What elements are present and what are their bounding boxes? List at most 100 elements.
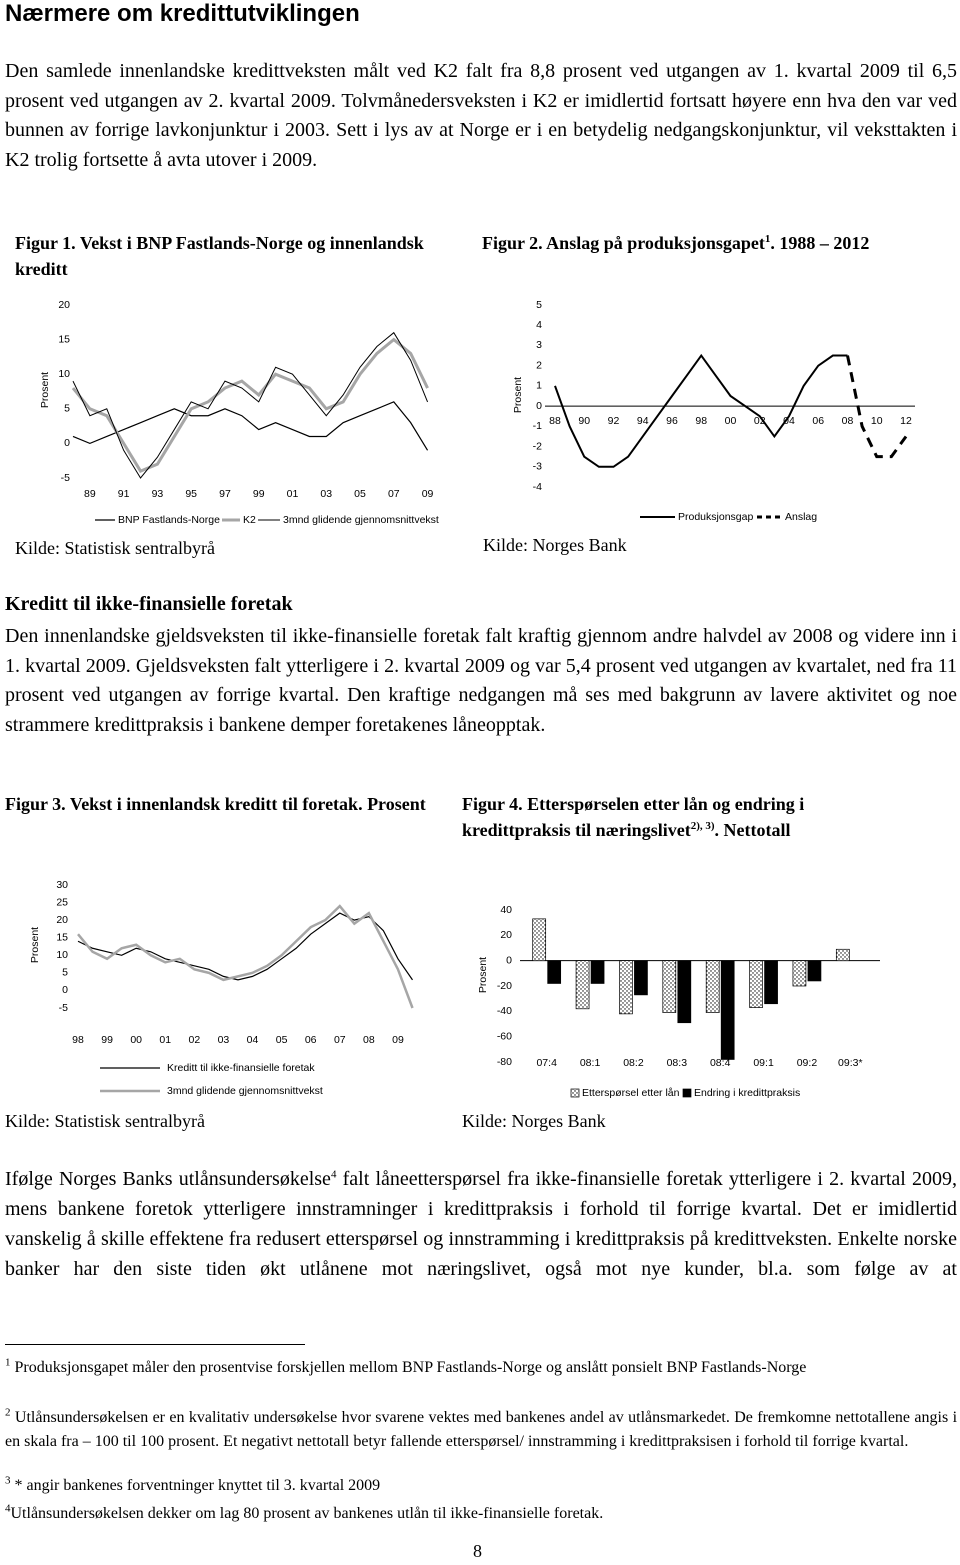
caption-text: Figur 2. Anslag på produksjonsgapet: [482, 233, 765, 253]
figure-caption: Figur 3. Vekst i innenlandsk kreditt til…: [5, 794, 426, 814]
figure-caption: Figur 2. Anslag på produksjonsgapet1. 19…: [482, 230, 932, 256]
x-tick-label: 08:1: [580, 1057, 601, 1069]
series-line: [71, 337, 429, 473]
footnote-mark: 1: [5, 1356, 11, 1369]
series-line: [846, 355, 908, 459]
figure-source: Kilde: Statistisk sentralbyrå: [15, 538, 215, 558]
bar: [792, 960, 807, 987]
x-tick-label: 98: [695, 415, 707, 427]
x-tick-label: 10: [871, 415, 883, 427]
series-line: [77, 904, 414, 1009]
y-axis-label: Prosent: [512, 377, 524, 413]
x-tick-label: 03: [218, 1034, 230, 1046]
x-tick-label: 92: [608, 415, 620, 427]
legend-label: 3mnd glidende gjennomsnittvekst: [167, 1085, 323, 1097]
y-axis-label: Prosent: [29, 927, 41, 963]
x-tick-label: 95: [185, 488, 197, 500]
y-tick-label: 5: [536, 299, 542, 311]
x-tick-label: 05: [276, 1034, 288, 1046]
figure-caption: Figur 4. Etterspørselen etter lån og end…: [462, 791, 902, 843]
y-tick-label: 2: [536, 359, 542, 371]
intro-paragraph: Den samlede innenlandske kredittveksten …: [5, 60, 957, 171]
figure-source: Kilde: Norges Bank: [462, 1111, 606, 1131]
x-tick-label: 93: [152, 488, 164, 500]
x-tick-label: 09:1: [753, 1057, 774, 1069]
x-tick-label: 02: [189, 1034, 201, 1046]
series-line: [554, 353, 848, 468]
y-tick-label: -2: [533, 440, 542, 452]
x-tick-label: 07:4: [536, 1057, 557, 1069]
legend-label: Kreditt til ikke-finansielle foretak: [167, 1062, 315, 1074]
x-tick-label: 06: [305, 1034, 317, 1046]
footnote-text: Utlånsundersøkelsen er en kvalitativ und…: [5, 1409, 958, 1450]
y-tick-label: -80: [497, 1056, 512, 1068]
y-axis-label: Prosent: [477, 957, 489, 993]
footnote-rule: [5, 1344, 305, 1345]
y-tick-label: 3: [536, 339, 542, 351]
y-tick-label: -5: [61, 472, 70, 484]
legend-swatch: [570, 1088, 580, 1098]
y-tick-label: 0: [64, 437, 70, 449]
y-tick-label: 15: [58, 333, 70, 345]
series-line: [72, 401, 429, 451]
x-tick-label: 08: [363, 1034, 375, 1046]
y-tick-label: 40: [500, 904, 512, 916]
footnote: 2 Utlånsundersøkelsen er en kvalitativ u…: [5, 1406, 957, 1454]
x-tick-label: 04: [247, 1034, 259, 1046]
x-tick-label: 09:3*: [838, 1057, 863, 1069]
y-tick-label: 5: [64, 403, 70, 415]
x-tick-label: 98: [72, 1034, 84, 1046]
figure-source: Kilde: Norges Bank: [483, 535, 627, 555]
x-tick-label: 99: [101, 1034, 113, 1046]
bar: [547, 960, 562, 984]
footnote-text: Utlånsundersøkelsen dekker om lag 80 pro…: [10, 1505, 604, 1522]
x-tick-label: 12: [900, 415, 912, 427]
y-tick-label: -5: [59, 1002, 68, 1014]
legend-label: Produksjonsgap: [678, 511, 753, 523]
x-tick-label: 96: [666, 415, 678, 427]
y-tick-label: 30: [56, 879, 68, 891]
bar: [807, 960, 822, 982]
x-tick-label: 05: [354, 488, 366, 500]
page-number: 8: [473, 1541, 482, 1561]
legend-label: 3mnd glidende gjennomsnittvekst: [283, 514, 439, 526]
x-tick-label: 00: [130, 1034, 142, 1046]
x-tick-label: 01: [159, 1034, 171, 1046]
footnote: 4Utlånsundersøkelsen dekker om lag 80 pr…: [5, 1502, 957, 1526]
y-tick-label: 20: [58, 299, 70, 311]
x-tick-label: 06: [812, 415, 824, 427]
footnote: 3 * angir bankenes forventninger knyttet…: [5, 1474, 957, 1498]
section-paragraph: Den innenlandske gjeldsveksten til ikke-…: [5, 625, 957, 736]
y-tick-label: 20: [500, 929, 512, 941]
x-tick-label: 00: [725, 415, 737, 427]
legend-label: Endring i kredittpraksis: [694, 1087, 800, 1099]
x-tick-label: 07: [334, 1034, 346, 1046]
x-tick-label: 89: [84, 488, 96, 500]
x-tick-label: 07: [388, 488, 400, 500]
x-tick-label: 04: [783, 415, 795, 427]
x-tick-label: 08:3: [667, 1057, 688, 1069]
y-tick-label: -60: [497, 1030, 512, 1042]
y-tick-label: -3: [533, 461, 542, 473]
caption-sup: 2), 3): [690, 820, 715, 832]
x-tick-label: 94: [637, 415, 649, 427]
y-axis-label: Prosent: [39, 372, 51, 408]
y-tick-label: -1: [533, 420, 542, 432]
bar: [634, 960, 648, 996]
series-line: [72, 331, 429, 479]
y-tick-label: 0: [536, 400, 542, 412]
footnote: 1 Produksjonsgapet måler den prosentvise…: [5, 1356, 957, 1380]
x-tick-label: 09: [422, 488, 434, 500]
y-tick-label: 0: [62, 984, 68, 996]
bar: [705, 960, 720, 1013]
x-tick-label: 90: [578, 415, 590, 427]
x-tick-label: 01: [287, 488, 299, 500]
bar: [590, 960, 605, 984]
y-tick-label: 1: [536, 380, 542, 392]
bar: [532, 918, 547, 962]
bar: [720, 960, 735, 1060]
y-tick-label: 10: [58, 368, 70, 380]
y-tick-label: 15: [56, 931, 68, 943]
x-tick-label: 08:2: [623, 1057, 644, 1069]
